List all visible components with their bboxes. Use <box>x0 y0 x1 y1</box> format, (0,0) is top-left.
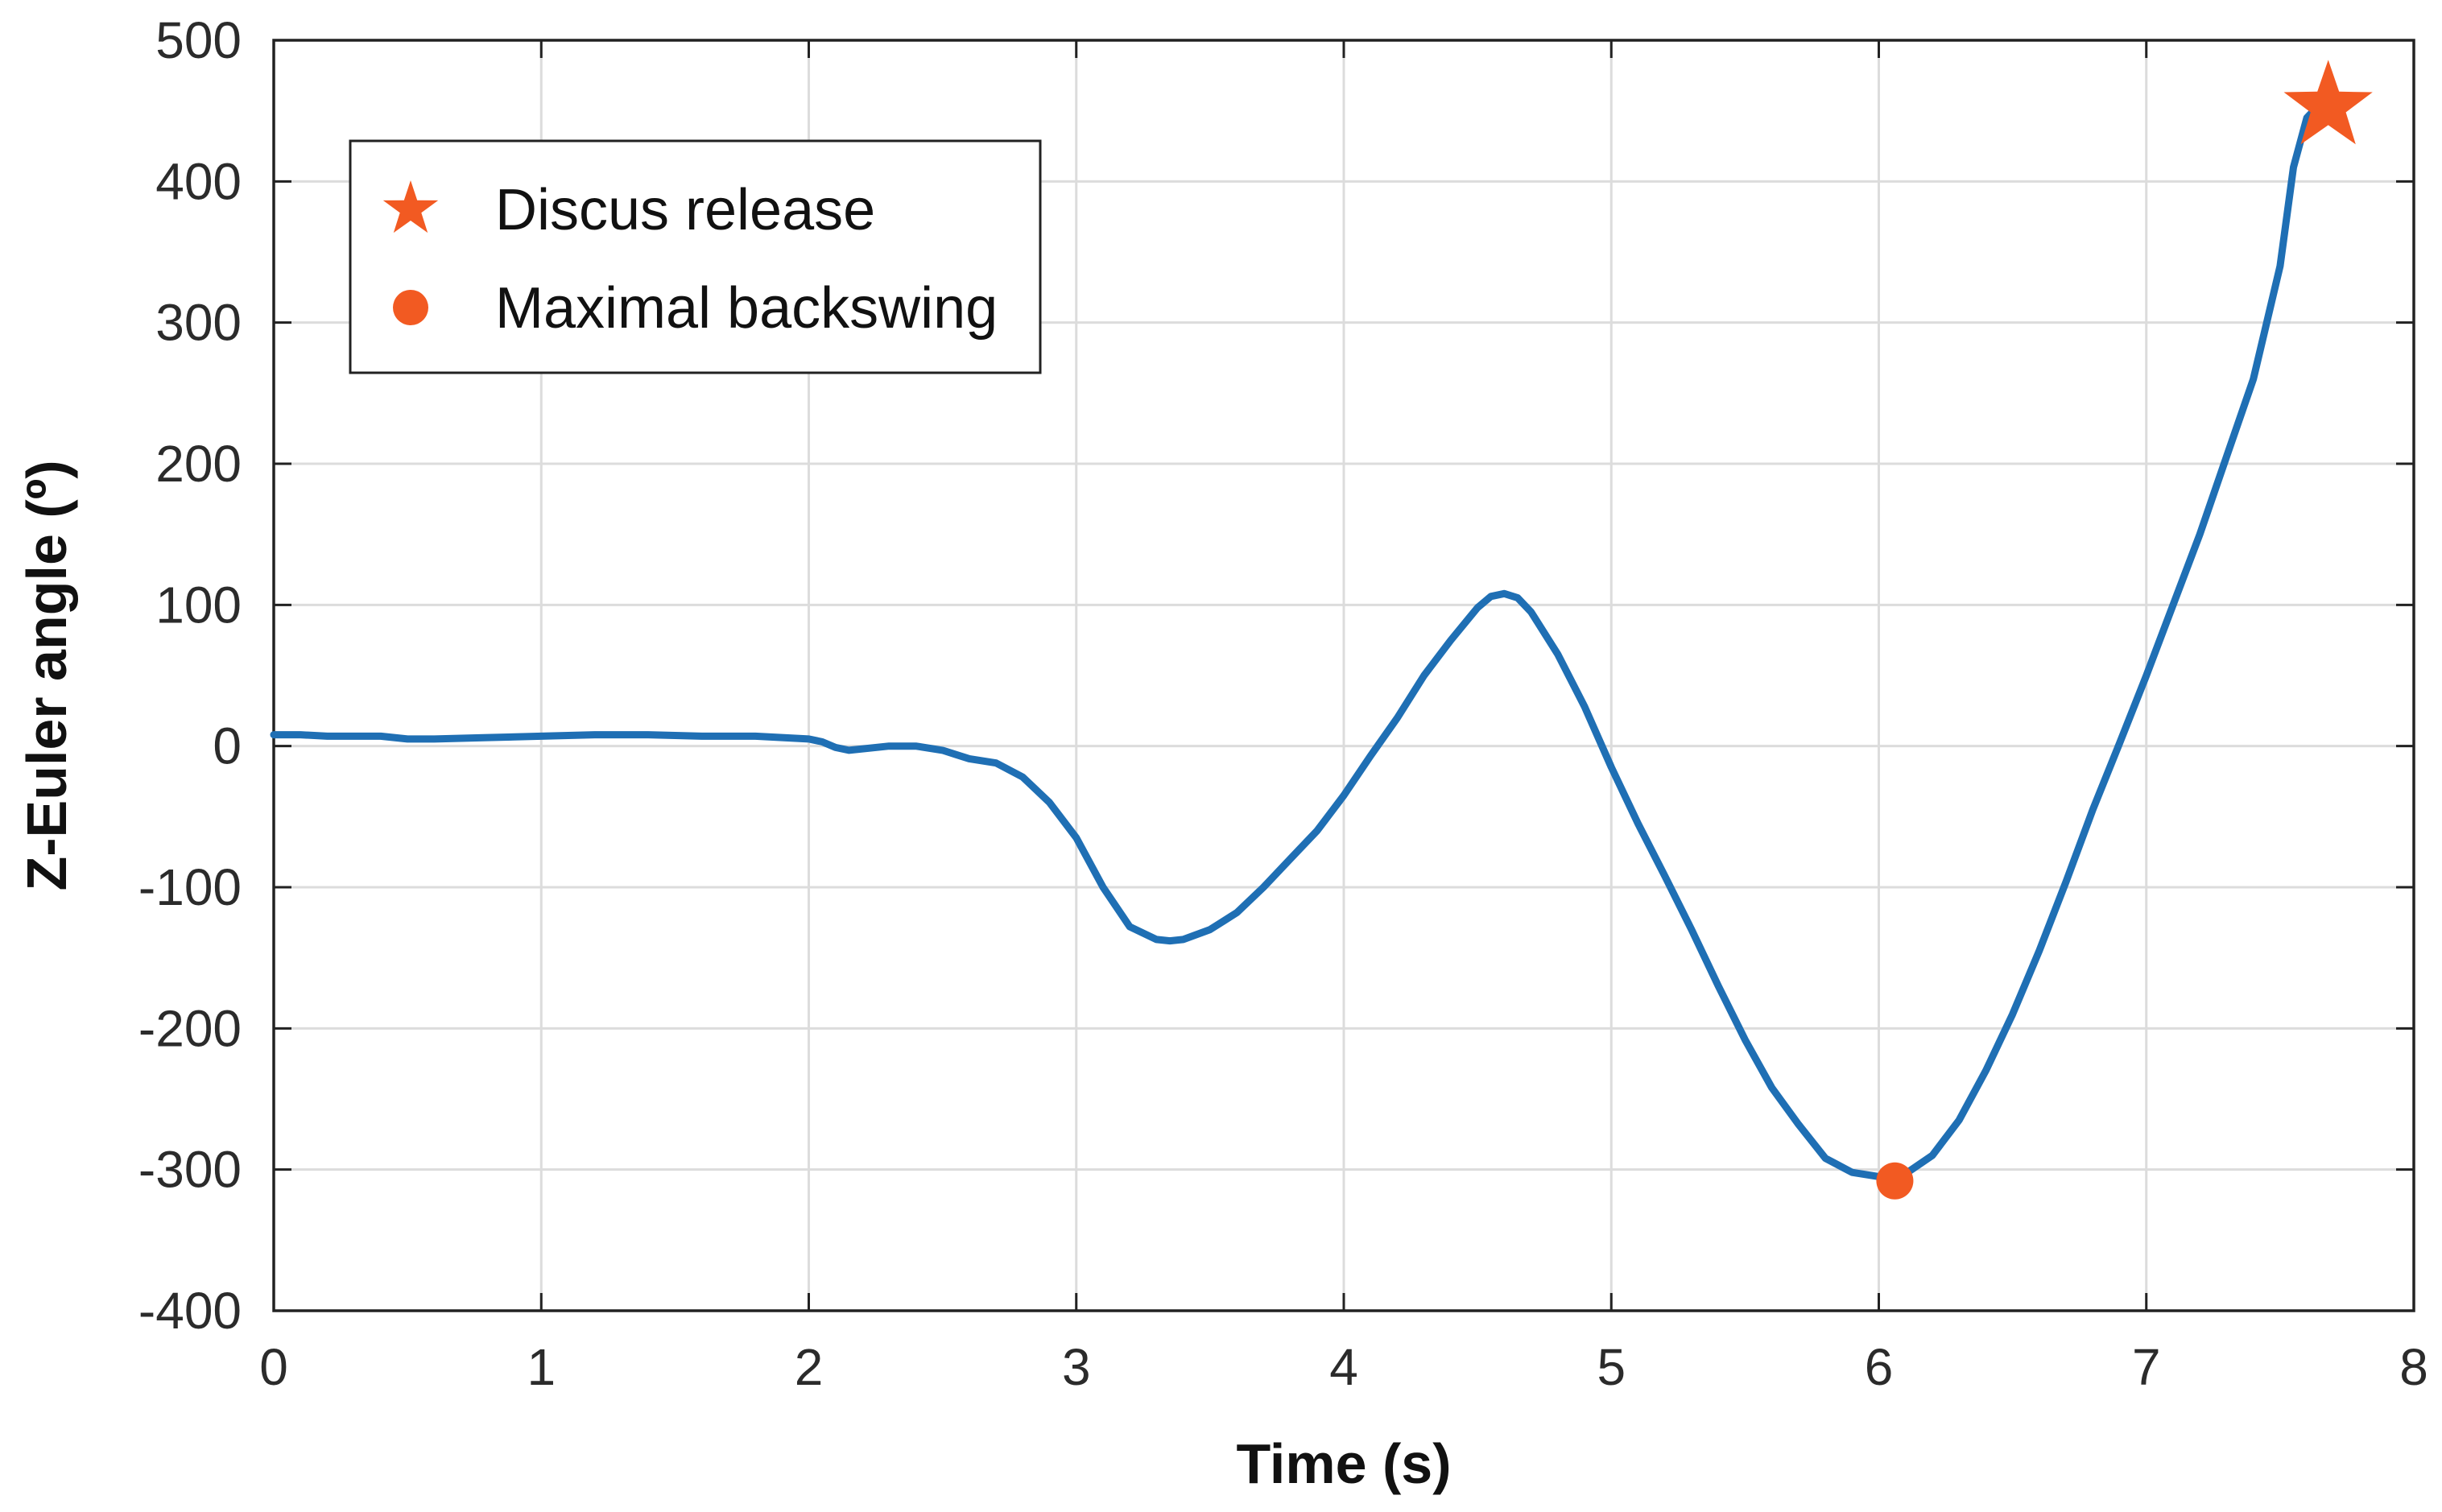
x-axis-title: Time (s) <box>1236 1432 1451 1495</box>
y-tick-label: 0 <box>213 717 242 775</box>
legend: Discus release Maximal backswing <box>349 139 1042 374</box>
legend-circle-icon <box>393 290 428 325</box>
x-tick-label: 1 <box>527 1338 556 1396</box>
x-tick-label: 0 <box>259 1338 288 1396</box>
y-tick-label: 100 <box>155 576 242 634</box>
y-tick-label: 300 <box>155 294 242 352</box>
x-tick-label: 5 <box>1597 1338 1626 1396</box>
y-tick-label: 400 <box>155 152 242 210</box>
x-tick-label: 8 <box>2399 1338 2428 1396</box>
axes: 0 1 2 3 4 5 6 7 8 500 400 300 200 100 0 -100 -200 -300 -40… <box>138 11 2428 1396</box>
legend-label: Discus release <box>495 178 875 242</box>
y-tick-label: 200 <box>155 435 242 493</box>
y-tick-label: -100 <box>138 858 242 916</box>
x-tick-label: 4 <box>1329 1338 1358 1396</box>
y-tick-label: -200 <box>138 999 242 1057</box>
x-tick-label: 7 <box>2132 1338 2161 1396</box>
series-line <box>270 100 2337 1180</box>
legend-star-icon <box>382 180 439 233</box>
series <box>270 100 2337 1180</box>
discus-release-marker <box>2283 60 2373 145</box>
y-axis-title: Z-Euler angle (º) <box>15 460 78 890</box>
x-tick-label: 3 <box>1062 1338 1091 1396</box>
x-tick-label: 2 <box>795 1338 824 1396</box>
markers <box>1876 60 2373 1200</box>
y-tick-label: -300 <box>138 1141 242 1199</box>
legend-box <box>349 139 1042 374</box>
legend-label: Maximal backswing <box>495 276 998 341</box>
plot-frame <box>272 39 2415 1312</box>
y-tick-label: 500 <box>155 11 242 69</box>
maximal-backswing-marker <box>1876 1162 1914 1200</box>
x-tick-label: 6 <box>1865 1338 1894 1396</box>
y-tick-label: -400 <box>138 1282 242 1340</box>
